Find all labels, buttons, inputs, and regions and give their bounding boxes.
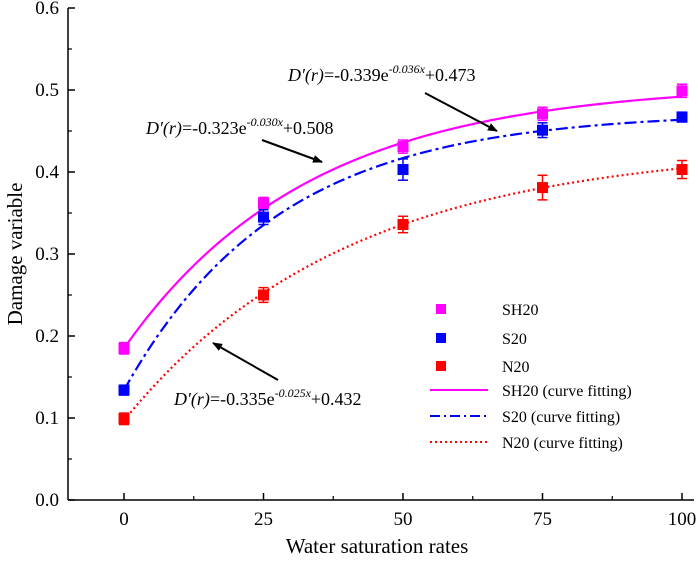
data-point-n20 (537, 182, 548, 194)
legend-marker-n20 (436, 361, 446, 371)
data-point-s20 (397, 164, 409, 176)
legend: SH20 S20 N20 SH20 (curve fitting) S20 (c… (430, 302, 632, 452)
y-tick-label: 0.5 (35, 80, 59, 101)
legend-marker-sh20 (436, 304, 446, 314)
data-point-s20 (676, 111, 688, 123)
annotation-sh20-arrow (261, 139, 323, 163)
legend-marker-s20 (436, 333, 446, 343)
data-point-n20 (676, 164, 688, 176)
y-tick-label: 0.6 (35, 0, 59, 19)
x-tick-label: 75 (533, 509, 552, 530)
x-tick-label: 100 (668, 509, 697, 530)
annotation-s20-rhs: +0.473 (425, 65, 476, 85)
x-tick-label: 25 (254, 509, 273, 530)
x-tick-label: 0 (119, 509, 129, 530)
fit-curve-s20 (123, 118, 683, 391)
x-tick-label: 50 (394, 509, 413, 530)
data-point-sh20 (676, 85, 688, 97)
legend-label-s20-fit: S20 (curve fitting) (502, 409, 620, 426)
annotation-n20-arrow (212, 342, 279, 381)
data-points (118, 83, 688, 426)
data-point-n20 (397, 218, 409, 230)
data-point-s20 (537, 124, 548, 136)
legend-label-n20: N20 (502, 359, 530, 376)
y-tick-label: 0.0 (35, 490, 59, 511)
x-axis-label: Water saturation rates (286, 534, 469, 558)
data-point-sh20 (118, 342, 130, 354)
data-point-n20 (258, 289, 269, 301)
annotation-s20-arrow (424, 92, 498, 132)
data-point-sh20 (397, 141, 409, 153)
legend-label-sh20-fit: SH20 (curve fitting) (502, 383, 632, 400)
annotation-n20-mid: =-0.335e (210, 389, 275, 409)
y-tick-label: 0.4 (35, 162, 59, 183)
annotation-n20-rhs: +0.432 (311, 389, 362, 409)
data-point-n20 (118, 413, 130, 425)
annotation-s20-mid: =-0.339e (324, 65, 389, 85)
annotation-s20-lhs: D′(r) (287, 65, 324, 86)
y-tick-label: 0.3 (35, 244, 59, 265)
data-point-s20 (118, 384, 130, 396)
data-point-sh20 (258, 197, 269, 209)
annotation-n20-equation: D′(r)=-0.335e-0.025x+0.432 (173, 386, 362, 410)
annotation-sh20-exp: -0.030x (247, 115, 284, 129)
annotation-sh20-rhs: +0.508 (283, 118, 334, 138)
axis-ticks: 0 25 50 75 100 0.0 0.1 0.2 0.3 0.4 0.5 0.6 (35, 0, 696, 530)
annotation-s20-exp: -0.036x (389, 62, 426, 76)
annotation-sh20-equation: D′(r)=-0.323e-0.030x+0.508 (145, 115, 334, 139)
annotation-s20-equation: D′(r)=-0.339e-0.036x+0.473 (287, 62, 476, 86)
legend-label-s20: S20 (502, 331, 527, 348)
annotation-sh20-lhs: D′(r) (145, 118, 182, 139)
y-tick-label: 0.2 (35, 326, 59, 347)
y-tick-label: 0.1 (35, 408, 59, 429)
legend-label-sh20: SH20 (502, 302, 538, 319)
legend-label-n20-fit: N20 (curve fitting) (502, 435, 623, 452)
annotation-n20-lhs: D′(r) (173, 389, 210, 410)
data-point-sh20 (537, 108, 548, 120)
y-axis-label: Damage variable (3, 183, 27, 326)
annotation-n20-exp: -0.025x (275, 386, 312, 400)
annotation-sh20-mid: =-0.323e (182, 118, 247, 138)
data-point-s20 (258, 211, 269, 223)
